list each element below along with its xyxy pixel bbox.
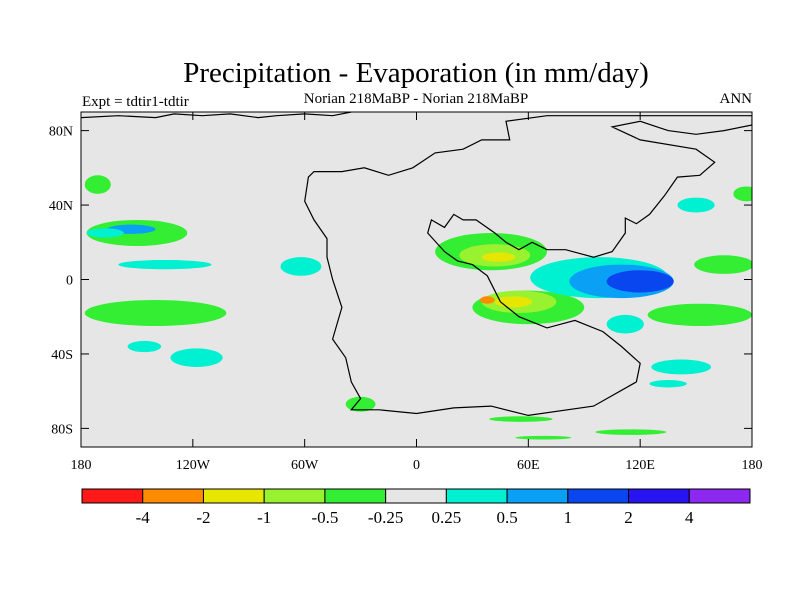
y-tick-label-0: 80N [49, 125, 73, 140]
colorbar-swatch-9 [628, 488, 690, 504]
x-tick-label-5: 120E [625, 458, 655, 473]
x-tick-label-6: 180 [742, 458, 763, 473]
colorbar-labels: -4 -2 -1 -0.5 -0.25 0.25 0.5 1 2 4 [136, 508, 694, 527]
contour-region-2 [86, 228, 124, 238]
y-axis: 80N 40N 0 40S 80S [49, 125, 752, 437]
y-tick-label-3: 40S [51, 348, 73, 363]
contour-region-28 [595, 429, 667, 435]
colorbar-label-4: -0.25 [368, 508, 403, 527]
contour-region-7 [170, 348, 223, 367]
contour-region-25 [651, 359, 711, 375]
contour-region-23 [677, 197, 715, 213]
y-tick-label-2: 0 [66, 274, 73, 289]
map-panel [81, 112, 752, 447]
colorbar-label-8: 2 [624, 508, 633, 527]
colorbar-swatch-0 [81, 488, 144, 504]
colorbar-swatch-1 [142, 488, 204, 504]
contour-region-26 [649, 380, 687, 388]
contour-region-8 [127, 340, 162, 353]
x-tick-label-4: 60E [517, 458, 540, 473]
colorbar-swatch-10 [688, 488, 751, 504]
field-contours [84, 175, 752, 440]
contour-region-21 [647, 303, 752, 327]
colorbar-label-7: 1 [564, 508, 573, 527]
contour-region-29 [515, 435, 572, 440]
contour-region-4 [84, 175, 111, 194]
period-label: Norian 218MaBP - Norian 218MaBP [304, 91, 528, 107]
colorbar-swatch-6 [445, 488, 508, 504]
y-tick-label-4: 80S [51, 422, 73, 437]
y-tick-label-1: 40N [49, 199, 73, 214]
contour-region-6 [84, 299, 227, 327]
experiment-label: Expt = tdtir1-tdtir [82, 94, 189, 110]
colorbar-swatch-3 [263, 488, 326, 504]
season-label: ANN [720, 91, 753, 107]
x-axis: 180 120W 60W 0 60E 120E 180 [71, 112, 763, 473]
contour-region-22 [606, 314, 644, 334]
colorbar-label-5: 0.25 [431, 508, 461, 527]
contour-region-27 [489, 416, 553, 422]
colorbar-swatch-5 [385, 488, 447, 504]
x-tick-label-0: 180 [71, 458, 92, 473]
contour-region-3 [118, 259, 212, 270]
polar-coastline [81, 112, 352, 119]
contour-region-24 [733, 186, 752, 202]
contour-region-20 [694, 255, 752, 274]
contour-region-19 [606, 270, 674, 293]
colorbar-label-3: -0.5 [311, 508, 338, 527]
contour-region-12 [481, 252, 516, 262]
colorbar-swatch-2 [202, 488, 265, 504]
x-tick-label-3: 0 [413, 458, 420, 473]
colorbar-label-2: -1 [257, 508, 271, 527]
contour-region-5 [280, 257, 322, 276]
contour-region-16 [479, 296, 495, 304]
chart-title: Precipitation - Evaporation (in mm/day) [183, 57, 649, 89]
x-tick-label-2: 60W [291, 458, 319, 473]
x-tick-label-1: 120W [176, 458, 211, 473]
colorbar-label-9: 4 [685, 508, 694, 527]
colorbar-label-6: 0.5 [496, 508, 517, 527]
colorbar-label-1: -2 [196, 508, 210, 527]
colorbar-swatch-4 [324, 488, 387, 504]
colorbar-swatch-7 [506, 488, 569, 504]
colorbar-swatch-8 [567, 488, 630, 504]
colorbar [81, 488, 751, 504]
colorbar-label-0: -4 [136, 508, 151, 527]
